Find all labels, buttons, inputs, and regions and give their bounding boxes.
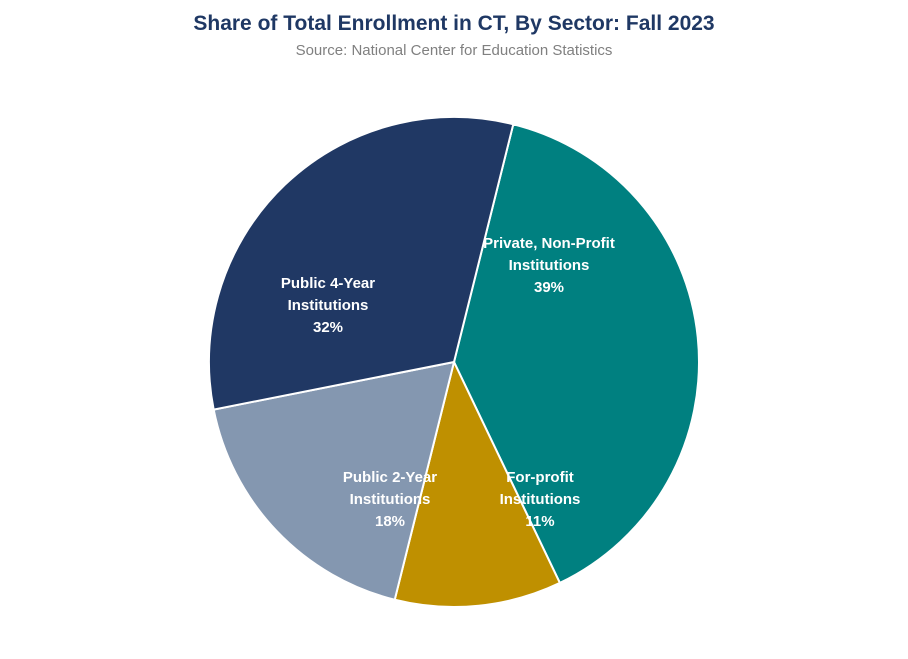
slice-category-label: Institutions (288, 297, 369, 314)
pie-slice (393, 359, 562, 608)
pie-slice (208, 116, 515, 411)
slice-category-label: Institutions (350, 491, 431, 508)
slice-value-label: 32% (313, 319, 343, 336)
slice-value-label: 39% (534, 279, 564, 296)
slice-category-label: Institutions (509, 257, 590, 274)
slice-category-label: Institutions (500, 491, 581, 508)
slice-category-label: Public 4-Year (281, 275, 375, 292)
pie-slice (452, 123, 700, 585)
slice-category-label: Private, Non-Profit (483, 235, 615, 252)
chart-subtitle: Source: National Center for Education St… (295, 42, 613, 59)
slice-value-label: 18% (375, 513, 405, 530)
slice-category-label: Public 2-Year (343, 469, 437, 486)
chart-title: Share of Total Enrollment in CT, By Sect… (193, 12, 715, 35)
slice-category-label: For-profit (506, 469, 573, 486)
pie-slice (212, 360, 456, 601)
slice-value-label: 11% (525, 513, 554, 530)
